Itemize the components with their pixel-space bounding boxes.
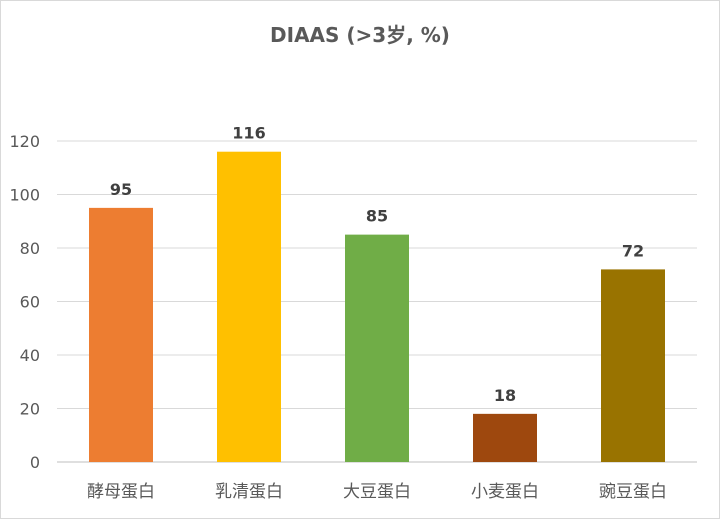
data-label: 18 xyxy=(494,386,516,405)
bar xyxy=(345,234,409,462)
y-tick-label: 40 xyxy=(20,346,40,365)
x-tick-label: 小麦蛋白 xyxy=(471,482,539,502)
x-tick-label: 乳清蛋白 xyxy=(215,482,283,502)
y-tick-label: 100 xyxy=(9,186,40,205)
y-tick-label: 0 xyxy=(30,453,40,472)
data-label: 85 xyxy=(366,207,388,226)
y-tick-label: 120 xyxy=(9,132,40,151)
y-axis-ticks: 0 20 40 60 80 100 120 xyxy=(9,132,40,472)
data-label: 95 xyxy=(110,180,132,199)
x-tick-label: 豌豆蛋白 xyxy=(599,482,667,502)
y-tick-label: 60 xyxy=(20,293,40,312)
chart-title: DIAAS (>3岁, %) xyxy=(270,23,450,47)
x-axis-ticks: 酵母蛋白 乳清蛋白 大豆蛋白 小麦蛋白 豌豆蛋白 xyxy=(87,482,667,502)
bars xyxy=(89,151,665,462)
y-tick-label: 80 xyxy=(20,239,40,258)
y-tick-label: 20 xyxy=(20,400,40,419)
data-label: 116 xyxy=(232,124,265,143)
bar xyxy=(473,413,537,462)
bar xyxy=(89,207,153,462)
x-tick-label: 大豆蛋白 xyxy=(343,482,411,502)
x-tick-label: 酵母蛋白 xyxy=(87,482,155,502)
data-label: 72 xyxy=(622,241,644,260)
data-labels: 95 116 85 18 72 xyxy=(110,124,644,405)
bar xyxy=(601,269,665,462)
bar xyxy=(217,151,281,462)
